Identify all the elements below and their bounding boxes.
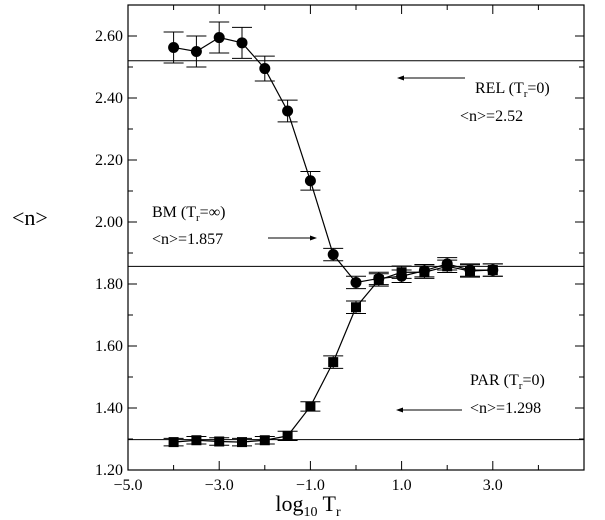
series-circle <box>163 21 503 290</box>
data-point-square <box>328 357 339 368</box>
data-point-square <box>442 261 453 272</box>
data-point-circle <box>213 32 225 44</box>
par-arrow <box>396 407 462 413</box>
data-point-circle <box>190 46 202 57</box>
data-point-square <box>305 401 316 412</box>
par-value: <n>=1.298 <box>470 400 541 417</box>
data-point-circle <box>350 276 362 288</box>
reference-lines <box>128 60 584 441</box>
data-point-circle <box>327 249 339 261</box>
y-tick-label: 2.60 <box>95 28 123 45</box>
data-point-square <box>191 435 202 446</box>
data-point-circle <box>282 105 294 117</box>
series-square <box>163 259 503 448</box>
y-tick-label: 1.20 <box>95 462 123 479</box>
x-axis-title-var-sub: r <box>336 505 341 520</box>
y-tick-label: 2.40 <box>95 90 123 107</box>
ticks-layer: −5.0 −3.0 −1.0 1.0 3.0 1.20 1.40 1.60 1.80 2.00 2.… <box>95 4 585 494</box>
data-point-square <box>465 265 475 276</box>
x-tick-label: 3.0 <box>483 477 503 494</box>
x-tick-label: −3.0 <box>205 477 234 494</box>
series-line <box>173 265 493 443</box>
data-point-circle <box>236 37 248 49</box>
data-point-square <box>351 302 361 313</box>
data-point-square <box>396 267 407 278</box>
rel-label: REL (Tr=0) <box>475 80 550 100</box>
x-tick-label: −5.0 <box>113 477 142 494</box>
data-point-circle <box>259 63 271 75</box>
bm-value: <n>=1.857 <box>152 231 223 248</box>
x-tick-label: 1.0 <box>392 477 412 494</box>
data-point-square <box>168 437 179 448</box>
data-point-square <box>237 437 247 448</box>
y-tick-label: 1.60 <box>95 338 123 355</box>
data-point-square <box>259 435 270 446</box>
data-point-square <box>282 430 293 441</box>
y-tick-label: 1.40 <box>95 400 123 417</box>
y-axis-title: <n> <box>12 205 48 230</box>
y-tick-label: 1.80 <box>95 276 123 293</box>
rel-value: <n>=2.52 <box>460 108 523 125</box>
x-axis-title-base-sub: 10 <box>304 505 318 520</box>
bm-arrow <box>268 235 317 241</box>
x-axis-title: log10 Tr <box>275 491 341 520</box>
data-point-square <box>419 267 430 278</box>
x-axis-title-var: T <box>323 491 337 516</box>
data-point-square <box>487 265 498 276</box>
data-point-circle <box>304 175 316 187</box>
y-tick-label: 2.20 <box>95 152 123 169</box>
x-tick-label: −1.0 <box>296 477 325 494</box>
par-label: PAR (Tr=0) <box>470 372 545 392</box>
x-axis-title-base: log <box>275 491 303 516</box>
bm-label: BM (Tr=∞) <box>152 204 225 224</box>
rel-arrow <box>397 75 465 81</box>
y-tick-label: 2.00 <box>95 214 123 231</box>
data-point-square <box>214 436 225 447</box>
series-layer <box>163 21 503 448</box>
data-point-circle <box>168 41 180 53</box>
data-point-square <box>373 274 384 285</box>
